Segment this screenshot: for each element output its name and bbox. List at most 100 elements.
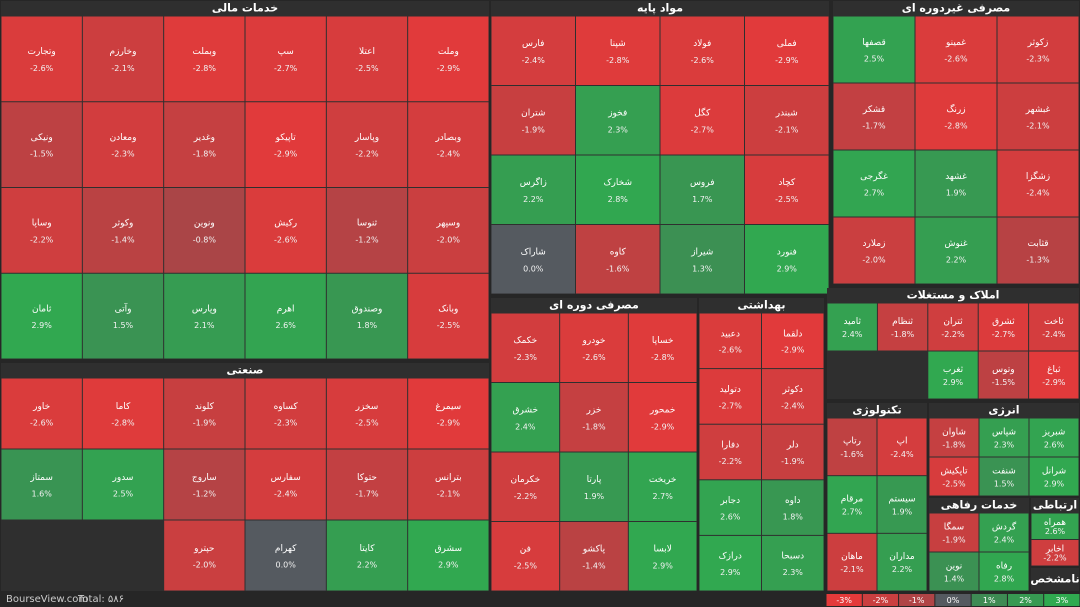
stock-change: -2.4% (890, 450, 914, 459)
stock-cell (660, 225, 744, 294)
stock-name: ثغرب (943, 365, 964, 375)
stock-change: -2.1% (1026, 122, 1050, 131)
stock-cell (1, 188, 82, 273)
stock-change: -2.5% (437, 321, 461, 330)
stock-change: 1.7% (692, 195, 713, 204)
stock-change: 1.6% (32, 490, 53, 499)
stock-cell (915, 217, 997, 284)
stock-change: 2.5% (113, 490, 134, 499)
stock-change: -2.2% (1043, 554, 1067, 563)
stock-change: 2.3% (783, 568, 804, 577)
stock-cell (928, 351, 978, 399)
sector-title: خدمات مالی (212, 2, 278, 15)
stock-change: 1.4% (944, 575, 965, 584)
stock-cell (408, 520, 489, 591)
stock-name: بترانس (435, 473, 462, 483)
stock-name: وپاسار (354, 133, 379, 143)
stock-name: وبانک (438, 304, 458, 314)
stock-name: ثامید (843, 317, 861, 327)
stock-change: 1.3% (692, 264, 713, 273)
stock-cell (1031, 513, 1079, 539)
stock-name: اخابر (1045, 544, 1064, 554)
legend-label: 3% (1056, 596, 1069, 605)
stock-cell (978, 303, 1029, 351)
stock-change: -1.8% (582, 422, 606, 431)
sector-box (1031, 568, 1079, 591)
stock-cell (491, 522, 560, 591)
stock-name: تاپکیش (941, 466, 968, 476)
stock-name: ثنوسا (357, 219, 378, 229)
stock-cell (82, 16, 164, 102)
stock-change: -2.5% (514, 561, 538, 570)
stock-change: -1.9% (193, 419, 217, 428)
stock-change: -2.6% (30, 419, 54, 428)
stock-cell (164, 188, 245, 273)
stock-cell (628, 383, 697, 452)
stock-name: سیمرغ (435, 402, 461, 412)
stock-change: -2.2% (355, 150, 379, 159)
stock-change: -2.4% (522, 56, 546, 65)
stock-name: سمگا (944, 520, 964, 532)
stock-name: شنفت (992, 466, 1016, 476)
stock-name: کاما (116, 402, 131, 412)
stock-name: دجابر (719, 496, 740, 506)
stock-change: -1.3% (1026, 256, 1050, 265)
stock-name: وتجارت (28, 47, 56, 57)
stock-change: -2.6% (30, 64, 54, 73)
stock-change: -1.6% (840, 450, 864, 459)
legend-swatch (935, 594, 971, 606)
stock-cell (1, 378, 82, 449)
stock-change: 1.9% (892, 508, 913, 517)
stock-change: 2.9% (943, 378, 964, 387)
stock-change: -1.8% (942, 441, 966, 450)
stock-name: زشگزا (1026, 170, 1050, 182)
stock-change: -2.7% (719, 401, 743, 410)
stock-change: -2.3% (274, 419, 298, 428)
stock-change: -1.9% (942, 536, 966, 545)
stock-name: فن (520, 545, 531, 555)
stock-name: فارس (522, 39, 544, 49)
stock-name: دعبید (720, 329, 740, 339)
stock-name: کگل (694, 107, 711, 119)
stock-cell (915, 150, 997, 217)
stock-name: سپ (277, 47, 293, 57)
stock-cell (1, 273, 82, 359)
stock-change: -2.6% (691, 56, 715, 65)
stock-change: -2.5% (942, 480, 966, 489)
stock-cell (928, 303, 978, 351)
stock-cell (628, 522, 697, 591)
stock-change: 1.5% (113, 321, 134, 330)
stock-name: دلر (786, 440, 799, 450)
stock-change: -1.7% (355, 490, 379, 499)
stock-name: وتوس (992, 365, 1015, 375)
stock-change: -2.5% (775, 195, 799, 204)
stock-name: پاکشو (582, 545, 606, 555)
legend-swatch (971, 594, 1007, 606)
stock-cell (560, 522, 628, 591)
stock-cell (491, 452, 560, 521)
stock-change: -2.7% (274, 64, 298, 73)
stock-name: فخوز (607, 109, 627, 119)
stock-change: 2.2% (892, 565, 913, 574)
stock-change: 2.6% (1045, 527, 1066, 536)
stock-cell (491, 383, 560, 452)
stock-cell (745, 86, 829, 155)
stock-change: -2.0% (437, 235, 461, 244)
stock-name: کلوند (195, 402, 215, 412)
stock-cell (877, 418, 927, 476)
stock-change: -1.4% (582, 561, 606, 570)
stock-cell (978, 351, 1029, 399)
stock-name: همراه (1044, 518, 1066, 528)
stock-cell (833, 16, 915, 83)
source: BourseView.com (6, 594, 88, 605)
stock-cell (745, 155, 829, 224)
stock-change: -2.0% (193, 561, 217, 570)
stock-name: خزر (586, 406, 602, 416)
stock-change: -2.2% (30, 235, 54, 244)
stock-cell (326, 378, 408, 449)
sector-title: مواد پایه (637, 2, 683, 15)
stock-cell (997, 150, 1079, 217)
stock-cell (762, 535, 824, 591)
stock-cell (1029, 457, 1079, 496)
stock-cell (1031, 540, 1079, 566)
